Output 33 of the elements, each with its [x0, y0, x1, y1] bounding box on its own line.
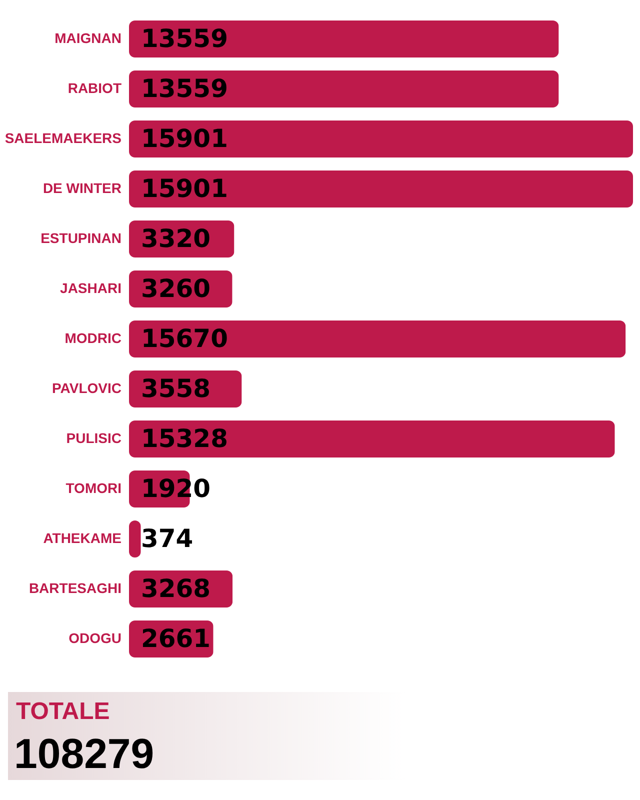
y-tick-label: RABIOT	[68, 80, 122, 96]
data-label: 15901	[141, 174, 228, 203]
y-tick-label: ESTUPINAN	[40, 230, 122, 246]
bar	[129, 120, 633, 158]
y-tick-label: BARTESAGHI	[28, 580, 122, 596]
y-tick-label: PAVLOVIC	[52, 380, 122, 396]
data-label: 3558	[141, 374, 211, 403]
data-label: 13559	[141, 74, 228, 103]
y-tick-label: TOMORI	[66, 480, 122, 496]
y-tick-label: JASHARI	[60, 280, 122, 296]
bar	[129, 320, 626, 358]
y-tick-label: MAIGNAN	[54, 30, 122, 46]
data-label: 3320	[141, 224, 211, 253]
y-tick-label: MODRIC	[64, 330, 122, 346]
y-tick-label: ODOGU	[68, 630, 122, 646]
data-label: 15328	[141, 424, 228, 453]
data-label: 374	[141, 524, 194, 553]
data-label: 15670	[141, 324, 228, 353]
bar	[129, 420, 615, 458]
data-label: 3260	[141, 274, 211, 303]
data-label: 15901	[141, 124, 228, 153]
text: 108279	[14, 730, 154, 778]
bar	[129, 20, 559, 58]
y-tick-label: PULISIC	[66, 430, 122, 446]
data-label: 13559	[141, 24, 228, 53]
y-tick-label: DE WINTER	[42, 180, 122, 196]
y-tick-label: SAELEMAEKERS	[4, 130, 122, 146]
y-tick-label: ATHEKAME	[43, 530, 122, 546]
bar	[129, 70, 559, 108]
data-label: 3268	[141, 574, 211, 603]
data-label: 2661	[141, 624, 211, 653]
bar	[129, 170, 633, 208]
text: TOTALE	[16, 698, 110, 726]
